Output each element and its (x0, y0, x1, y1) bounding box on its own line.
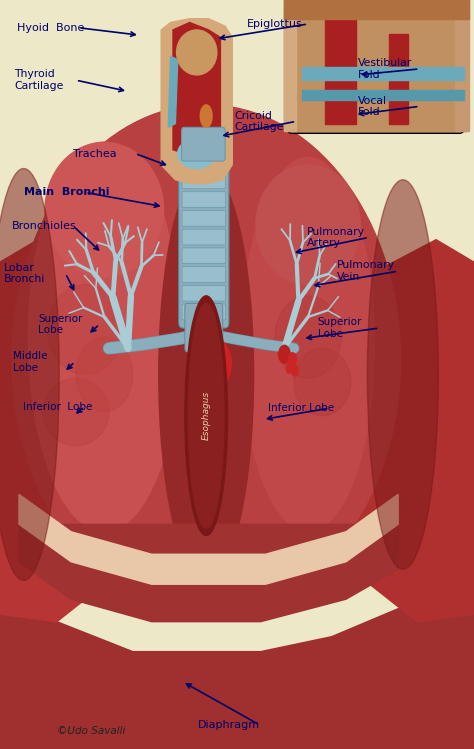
Polygon shape (19, 524, 398, 622)
Circle shape (292, 366, 298, 376)
Ellipse shape (188, 303, 224, 528)
FancyBboxPatch shape (182, 229, 226, 245)
Ellipse shape (76, 337, 133, 412)
Text: Esophagus: Esophagus (202, 391, 210, 440)
Circle shape (201, 339, 231, 387)
Text: Inferior  Lobe: Inferior Lobe (23, 401, 92, 412)
Ellipse shape (43, 378, 109, 446)
Bar (284, 0, 296, 131)
Polygon shape (0, 584, 474, 749)
Polygon shape (332, 240, 474, 622)
FancyBboxPatch shape (182, 285, 226, 301)
Ellipse shape (275, 296, 341, 378)
Ellipse shape (185, 296, 228, 536)
FancyBboxPatch shape (179, 140, 229, 328)
Circle shape (288, 353, 297, 366)
Text: Vocal
Fold: Vocal Fold (358, 96, 387, 117)
FancyBboxPatch shape (287, 0, 465, 133)
Text: Pulmonary
Artery: Pulmonary Artery (307, 227, 365, 248)
Text: Hyoid  Bone: Hyoid Bone (17, 22, 84, 33)
Ellipse shape (45, 142, 164, 277)
Ellipse shape (242, 157, 374, 532)
FancyBboxPatch shape (284, 0, 467, 131)
Ellipse shape (47, 285, 123, 374)
Text: Superior
Lobe: Superior Lobe (38, 314, 82, 335)
Ellipse shape (200, 105, 212, 127)
Text: Thyroid
Cartilage: Thyroid Cartilage (14, 70, 64, 91)
FancyBboxPatch shape (185, 303, 223, 352)
FancyBboxPatch shape (182, 248, 226, 264)
FancyBboxPatch shape (182, 192, 226, 207)
Text: ©Udo Savalli: ©Udo Savalli (57, 726, 125, 736)
Ellipse shape (294, 348, 351, 416)
Text: Epiglottus: Epiglottus (246, 19, 302, 29)
Text: Main  Bronchi: Main Bronchi (24, 187, 109, 198)
Text: Lobar
Bronchi: Lobar Bronchi (4, 263, 45, 284)
Bar (284, 0, 469, 19)
Circle shape (286, 364, 292, 373)
Polygon shape (0, 240, 142, 622)
Bar (325, 11, 356, 124)
Text: Pulmonary
Vein: Pulmonary Vein (337, 261, 394, 282)
Ellipse shape (367, 180, 438, 569)
Text: Superior
Lobe: Superior Lobe (318, 318, 362, 339)
Text: Vestibular
Fold: Vestibular Fold (358, 58, 412, 79)
FancyBboxPatch shape (182, 173, 226, 189)
Text: Trachea: Trachea (73, 148, 117, 159)
Ellipse shape (176, 30, 217, 75)
Bar (455, 0, 469, 131)
Polygon shape (19, 494, 398, 584)
FancyBboxPatch shape (182, 127, 225, 161)
Ellipse shape (178, 139, 216, 169)
Ellipse shape (0, 169, 59, 580)
Bar (302, 90, 464, 100)
Ellipse shape (159, 169, 254, 580)
Polygon shape (173, 22, 220, 155)
Ellipse shape (256, 165, 360, 285)
FancyBboxPatch shape (182, 304, 226, 320)
Text: Inferior Lobe: Inferior Lobe (268, 403, 334, 413)
FancyBboxPatch shape (182, 154, 226, 170)
Polygon shape (161, 19, 232, 184)
Bar (389, 34, 408, 124)
Text: Middle
Lobe: Middle Lobe (13, 351, 48, 372)
Circle shape (279, 345, 290, 363)
Text: Diaphragm: Diaphragm (198, 720, 260, 730)
Bar (302, 67, 464, 80)
Text: Bronchioles: Bronchioles (12, 221, 77, 231)
Text: Cricoid
Cartilage: Cricoid Cartilage (235, 111, 284, 132)
Polygon shape (168, 56, 178, 127)
Ellipse shape (28, 142, 180, 532)
Ellipse shape (12, 105, 401, 614)
FancyBboxPatch shape (182, 267, 226, 282)
FancyBboxPatch shape (182, 210, 226, 226)
